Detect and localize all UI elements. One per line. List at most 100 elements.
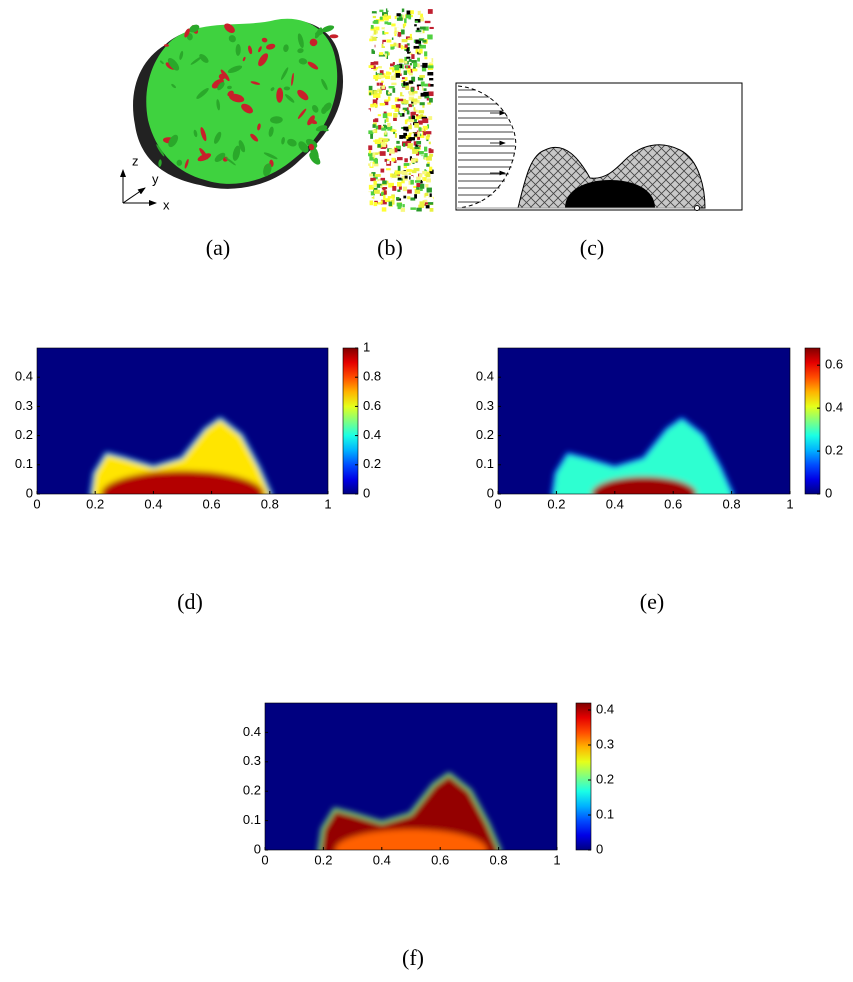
texture: [404, 77, 408, 82]
texture: [427, 9, 433, 14]
texture: [298, 141, 309, 153]
frame: [264, 702, 558, 851]
texture: [381, 85, 385, 89]
panel-c-diagram: [455, 82, 743, 211]
texture: [429, 193, 432, 197]
colorbar-tick-label: 1: [363, 339, 370, 354]
texture: [374, 139, 381, 145]
texture: [386, 90, 389, 95]
texture: [372, 161, 376, 164]
texture: [372, 15, 377, 19]
texture: [417, 196, 423, 199]
colorbar-tick-label: 0.2: [596, 771, 614, 786]
texture: [392, 186, 397, 191]
texture: [427, 102, 432, 105]
texture: [418, 43, 422, 46]
texture: [387, 122, 391, 127]
texture: [405, 82, 409, 86]
blob: [553, 419, 732, 494]
texture: [369, 92, 372, 96]
texture: [401, 80, 406, 83]
texture: [422, 13, 426, 16]
texture: [378, 63, 384, 68]
texture: [414, 146, 420, 150]
y-tick-label: 0: [26, 485, 33, 500]
texture: [387, 15, 392, 19]
texture: [409, 63, 412, 66]
texture: [404, 56, 408, 61]
texture: [419, 26, 426, 30]
texture: [370, 177, 376, 182]
texture: [412, 68, 418, 72]
texture: [376, 183, 383, 188]
texture: [417, 89, 422, 94]
texture: [419, 75, 425, 78]
texture: [414, 123, 420, 128]
texture: [189, 24, 200, 33]
colorbar-tick-label: 0.3: [596, 736, 614, 751]
texture: [422, 170, 427, 175]
texture: [211, 78, 224, 89]
colorbar-tick-label: 0: [596, 841, 603, 856]
axis-triad: z y x: [120, 153, 170, 212]
texture: [416, 27, 420, 32]
texture: [402, 97, 405, 101]
texture: [384, 131, 387, 135]
x-tick-label: 0.6: [431, 852, 449, 867]
texture: [383, 190, 387, 195]
texture: [413, 141, 418, 146]
texture: [382, 30, 386, 35]
texture: [417, 63, 420, 68]
texture: [379, 52, 384, 56]
texture: [428, 63, 434, 67]
texture: [375, 30, 379, 35]
texture: [402, 14, 405, 20]
texture: [396, 140, 400, 144]
texture: [408, 116, 411, 121]
texture: [428, 58, 432, 62]
texture: [425, 184, 429, 188]
texture: [394, 15, 397, 20]
x-tick-label: 0: [33, 496, 40, 511]
texture: [388, 201, 393, 207]
texture: [176, 159, 183, 166]
texture: [406, 137, 410, 143]
texture: [405, 14, 412, 20]
texture: [417, 156, 424, 161]
texture: [227, 65, 243, 74]
texture: [417, 76, 424, 81]
texture: [321, 106, 328, 114]
texture: [415, 20, 418, 23]
texture: [401, 77, 406, 80]
texture: [429, 97, 433, 103]
texture: [423, 177, 427, 182]
texture: [375, 43, 379, 49]
texture: [403, 132, 408, 136]
texture: [373, 103, 377, 106]
texture: [420, 114, 424, 118]
texture: [394, 133, 397, 138]
y-tick-label: 0.1: [476, 456, 494, 471]
texture: [377, 114, 383, 117]
x-tick-label: 0: [494, 496, 501, 511]
texture: [402, 23, 405, 29]
texture: [370, 27, 376, 31]
texture: [402, 11, 406, 15]
texture: [382, 15, 388, 21]
texture: [386, 168, 391, 171]
panel-label: (d): [177, 589, 203, 614]
texture: [370, 103, 374, 108]
texture: [391, 105, 396, 109]
x-tick-label: 0: [261, 852, 268, 867]
y-tick-label: 0.4: [15, 369, 33, 384]
texture: [411, 169, 417, 174]
axis-letter: y: [152, 171, 159, 186]
texture: [285, 94, 295, 103]
texture: [414, 157, 421, 160]
texture: [375, 71, 380, 77]
texture: [376, 181, 381, 184]
texture: [428, 141, 431, 145]
texture: [429, 169, 434, 174]
texture: [381, 27, 386, 30]
frame: [497, 347, 791, 495]
